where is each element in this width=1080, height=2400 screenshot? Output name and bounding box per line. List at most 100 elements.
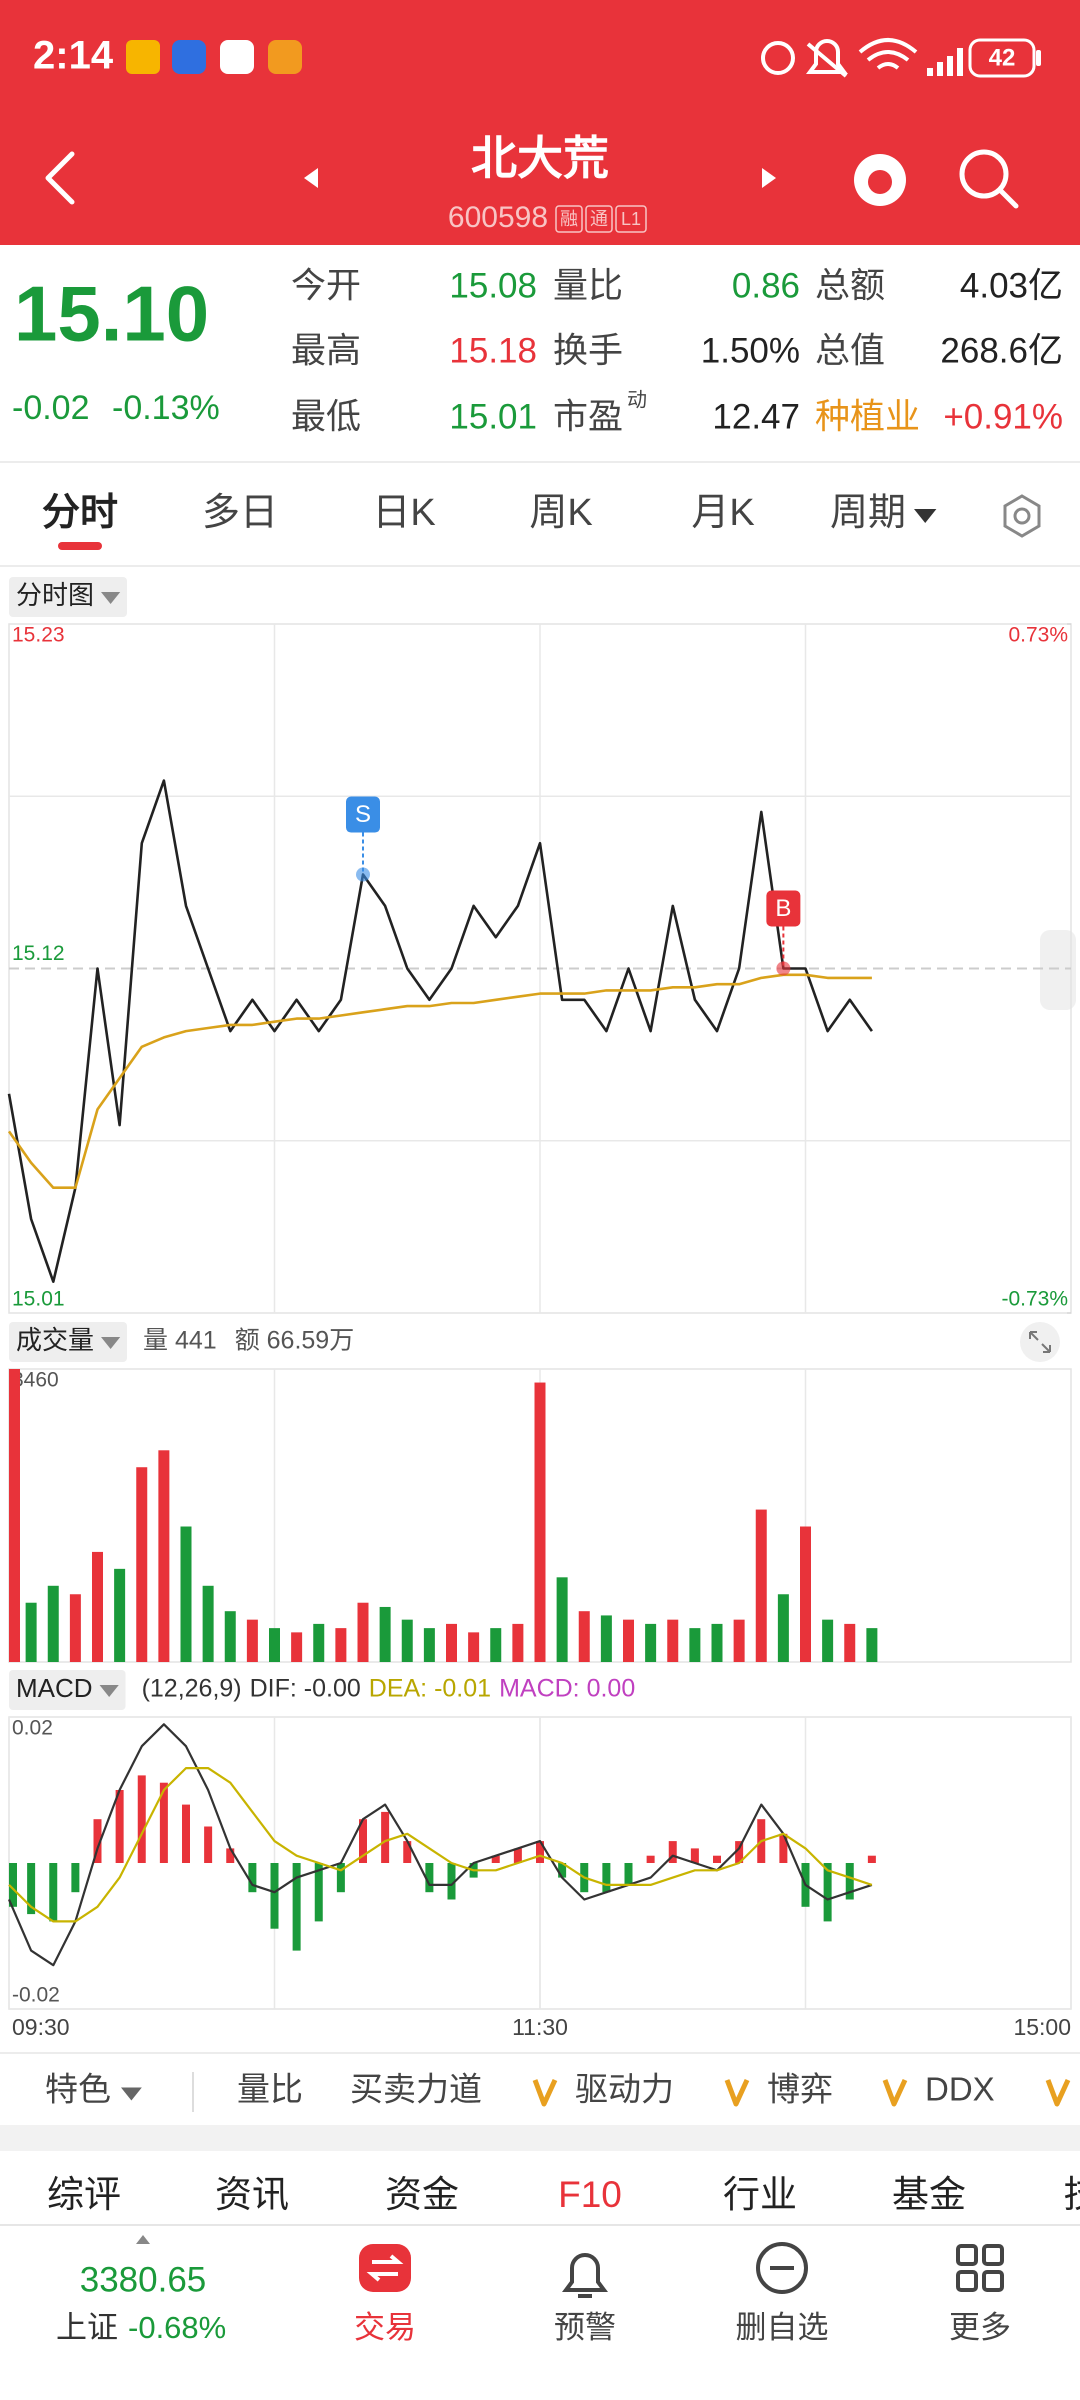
tab-indicator: [58, 542, 102, 550]
bar: [468, 1632, 480, 1662]
bar: [845, 1863, 854, 1900]
period-tab[interactable]: 分时: [42, 492, 118, 534]
vip-icon: [882, 2078, 908, 2107]
bar: [713, 1855, 721, 1863]
status-time: 2:14: [33, 34, 114, 78]
dropdown-arrow: [101, 1337, 121, 1349]
chart-chip[interactable]: [9, 577, 128, 617]
index-toggle[interactable]: [136, 2235, 150, 2244]
indicator-tab[interactable]: 驱动力: [575, 2071, 674, 2108]
trade-icon: [359, 2244, 411, 2292]
side-handle[interactable]: [1040, 930, 1076, 1010]
info-tab[interactable]: F10: [558, 2174, 622, 2215]
mascot-button[interactable]: [854, 154, 906, 206]
bar: [313, 1623, 325, 1662]
price-change-pct: -0.13%: [112, 389, 220, 427]
bar: [446, 1623, 457, 1662]
chart-info: DEA: -0.01: [369, 1675, 491, 1703]
info-tab[interactable]: 基金: [892, 2174, 966, 2215]
series-line: [7, 779, 873, 1283]
divider: [0, 2052, 1080, 2054]
period-tab[interactable]: 周期: [830, 492, 906, 534]
stat-label: 种植业: [815, 397, 920, 436]
bar: [512, 1623, 524, 1662]
alert-icon: [562, 2253, 608, 2298]
vip-icon: [724, 2078, 750, 2107]
indicator-tab[interactable]: 特色: [45, 2071, 111, 2108]
info-tab[interactable]: 行业: [723, 2174, 797, 2215]
bar: [447, 1863, 456, 1900]
bar: [158, 1450, 170, 1662]
indicator-tab[interactable]: DDX: [925, 2071, 995, 2108]
search-button[interactable]: [959, 149, 1019, 209]
bar: [777, 1594, 789, 1662]
bar: [646, 1855, 655, 1863]
period-tab[interactable]: 月K: [691, 492, 754, 534]
stat-label: 换手: [553, 331, 623, 370]
nav-item[interactable]: 预警: [554, 2310, 616, 2345]
battery-level: 42: [989, 44, 1016, 71]
badge: 通: [590, 209, 608, 229]
bar: [602, 1863, 611, 1893]
bar: [25, 1602, 37, 1662]
bar: [291, 1632, 303, 1662]
bar: [69, 1594, 81, 1662]
bar: [180, 1526, 192, 1662]
wifi-icon: [858, 38, 918, 70]
bar: [202, 1585, 214, 1662]
bar: [403, 1841, 412, 1863]
bar: [800, 1526, 811, 1662]
info-tab[interactable]: 技: [1064, 2174, 1080, 2215]
back-button[interactable]: [45, 151, 75, 205]
bar: [623, 1619, 634, 1662]
nav-item[interactable]: 交易: [354, 2310, 416, 2345]
stat-label: 总值: [815, 331, 885, 370]
marker-label: B: [775, 895, 791, 922]
marker-label: S: [355, 801, 371, 828]
nav-item[interactable]: 更多: [949, 2310, 1011, 2345]
chart-chip[interactable]: [9, 1670, 126, 1710]
next-stock[interactable]: [762, 168, 776, 188]
bar: [690, 1848, 699, 1863]
stat-value: 15.01: [449, 397, 537, 436]
indicator-tab[interactable]: 量比: [237, 2071, 303, 2108]
info-tab[interactable]: 综评: [47, 2174, 121, 2215]
bar: [534, 1382, 546, 1662]
marker-dot: [776, 961, 791, 976]
bar: [359, 1819, 367, 1863]
bar: [269, 1628, 280, 1662]
indicator-tab[interactable]: 买卖力道: [350, 2071, 482, 2108]
stat-value: 1.50%: [701, 331, 800, 370]
app-icon: [172, 40, 206, 74]
x-tick-label: 15:00: [1013, 2014, 1071, 2040]
bar: [71, 1863, 80, 1893]
chart-chip[interactable]: [9, 1322, 128, 1362]
bar: [270, 1863, 279, 1929]
bar: [755, 1509, 767, 1662]
info-tab[interactable]: 资讯: [215, 2174, 289, 2215]
period-tab[interactable]: 多日: [202, 492, 278, 534]
bar: [423, 1628, 435, 1662]
settings-icon-center: [1013, 507, 1031, 525]
search-handle: [997, 187, 1019, 209]
bar: [556, 1577, 568, 1662]
section-gap: [0, 2125, 1080, 2151]
dropdown-arrow: [121, 2087, 142, 2101]
stat-label: 总额: [815, 266, 885, 305]
nav-item[interactable]: 删自选: [736, 2310, 829, 2345]
info-tab[interactable]: 资金: [385, 2174, 459, 2215]
expand-button[interactable]: [1020, 1322, 1060, 1362]
bar: [137, 1775, 146, 1863]
trade-arrows: [366, 2254, 404, 2282]
index-name: 上证: [56, 2310, 118, 2345]
marker-dot: [356, 867, 370, 882]
x-tick-label: 09:30: [12, 2014, 70, 2040]
indicator-tab[interactable]: 博弈: [767, 2071, 833, 2108]
period-tab[interactable]: 周K: [529, 492, 592, 534]
chart-info: (12,26,9): [142, 1675, 242, 1703]
stat-value: 4.03亿: [960, 266, 1063, 305]
settings-icon[interactable]: [1003, 494, 1041, 538]
period-tab[interactable]: 日K: [372, 492, 435, 534]
prev-stock[interactable]: [304, 168, 318, 188]
